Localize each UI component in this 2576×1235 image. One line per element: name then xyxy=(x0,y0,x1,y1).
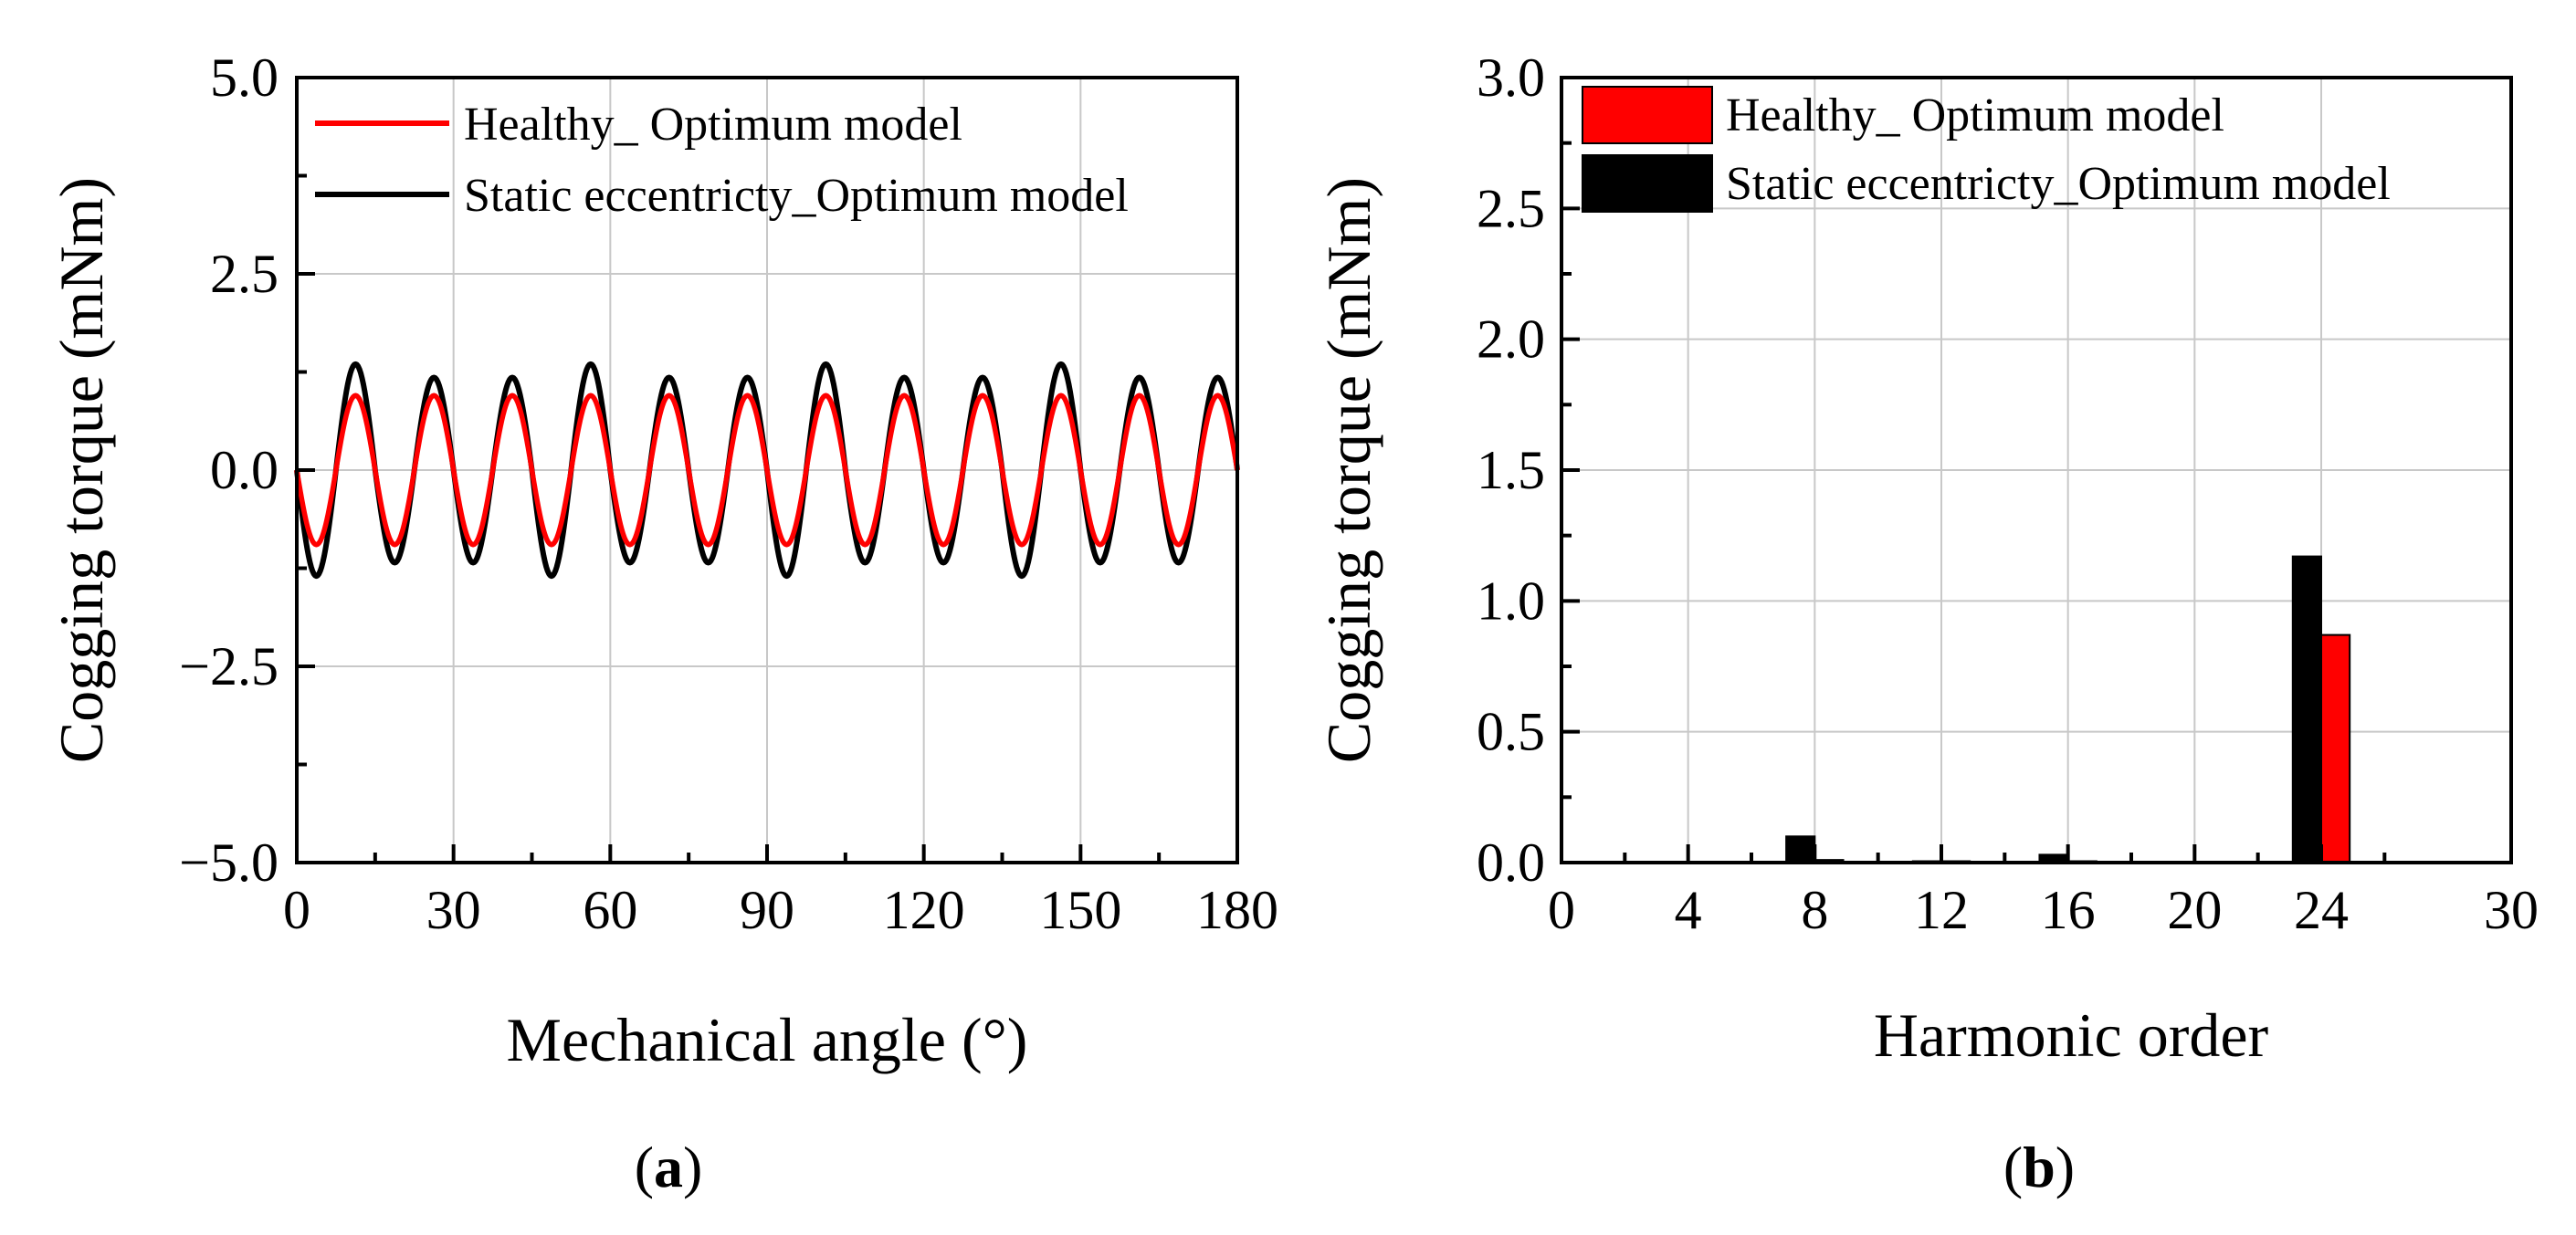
b-bar-eccentric-24 xyxy=(2291,555,2323,863)
b-y-tick-label: 0.0 xyxy=(1477,832,1545,893)
a-series xyxy=(294,361,1240,580)
a-panel-label: (a) xyxy=(635,1135,703,1199)
a-series-line-0 xyxy=(294,392,1240,548)
a-y-axis-title: Cogging torque (mNm) xyxy=(47,177,116,763)
b-x-axis-title: Harmonic order xyxy=(1874,1000,2269,1070)
b-y-tick-label: 0.5 xyxy=(1477,702,1545,762)
a-ticks xyxy=(295,76,1239,864)
b-x-tick-label: 20 xyxy=(2167,880,2222,940)
b-x-tick-label: 4 xyxy=(1675,880,1702,940)
a-x-tick-label: 60 xyxy=(583,880,637,940)
b-y-tick-label: 2.5 xyxy=(1477,178,1545,238)
panel-a-line-chart: 0 30 60 90 120 150 180 5.0 2.5 0.0 −2.5 −5.0 Health… xyxy=(47,47,1278,1199)
a-y-tick-label: −5.0 xyxy=(179,832,279,893)
a-x-tick-label: 180 xyxy=(1196,880,1278,940)
b-legend-swatch-0 xyxy=(1582,86,1713,144)
a-x-axis-title: Mechanical angle (°) xyxy=(507,1005,1028,1074)
b-y-axis-title: Cogging torque (mNm) xyxy=(1314,177,1383,763)
b-x-tick-label: 30 xyxy=(2484,880,2539,940)
b-x-tick-label: 0 xyxy=(1548,880,1575,940)
a-y-tick-label: 0.0 xyxy=(210,440,279,500)
b-bar-eccentric-8 xyxy=(1785,835,1816,863)
a-x-tick-label: 90 xyxy=(740,880,794,940)
a-x-tick-label: 120 xyxy=(883,880,965,940)
a-legend-label-1: Static eccentricty_Optimum model xyxy=(464,170,1129,222)
a-x-tick-label: 0 xyxy=(283,880,310,940)
a-x-tick-label: 30 xyxy=(426,880,481,940)
b-bar-healthy-24 xyxy=(2320,633,2351,863)
b-legend-label-0: Healthy_ Optimum model xyxy=(1726,89,2224,141)
b-x-tick-label: 16 xyxy=(2041,880,2096,940)
b-panel-label: (b) xyxy=(2003,1135,2075,1199)
b-legend-label-1: Static eccentricty_Optimum model xyxy=(1726,158,2391,210)
b-x-tick-label: 8 xyxy=(1801,880,1828,940)
b-y-tick-label: 1.0 xyxy=(1477,570,1545,631)
b-legend-swatch-1 xyxy=(1582,154,1713,213)
b-legend: Healthy_ Optimum model Static eccentricty… xyxy=(1582,86,2391,213)
a-tick-labels: 0 30 60 90 120 150 180 5.0 2.5 0.0 −2.5 −5.0 xyxy=(179,47,1278,940)
a-x-tick-label: 150 xyxy=(1039,880,1121,940)
a-legend: Healthy_ Optimum model Static eccentricty… xyxy=(315,99,1129,222)
b-bars xyxy=(1785,555,2351,864)
a-y-tick-label: 5.0 xyxy=(210,47,279,108)
a-legend-label-0: Healthy_ Optimum model xyxy=(464,99,962,151)
b-x-tick-label: 12 xyxy=(1914,880,1969,940)
b-y-tick-label: 2.0 xyxy=(1477,309,1545,370)
b-y-tick-label: 3.0 xyxy=(1477,47,1545,108)
b-y-tick-label: 1.5 xyxy=(1477,440,1545,500)
a-y-tick-label: −2.5 xyxy=(179,636,279,696)
b-x-tick-label: 24 xyxy=(2294,880,2349,940)
a-y-tick-label: 2.5 xyxy=(210,244,279,304)
b-ticks xyxy=(1560,76,2513,864)
b-tick-labels: 0 4 8 12 16 20 24 30 3.0 2.5 2.0 1.5 1.0 0.5 0.0 xyxy=(1477,47,2539,940)
panel-b-bar-chart: 0 4 8 12 16 20 24 30 3.0 2.5 2.0 1.5 1.0 0.5 0.0 Healt… xyxy=(1314,47,2539,1199)
